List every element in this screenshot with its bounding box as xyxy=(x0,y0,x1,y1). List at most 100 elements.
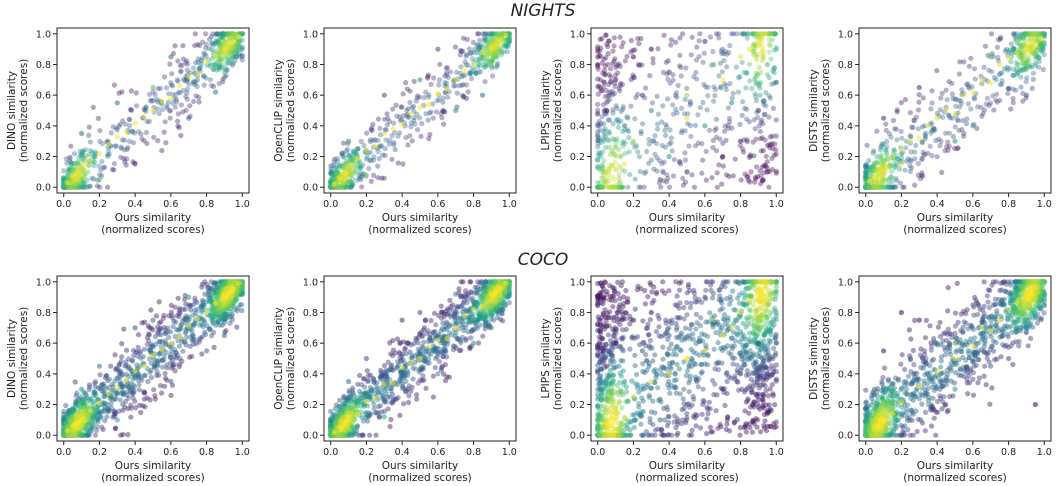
scatter-point xyxy=(468,311,474,317)
scatter-point xyxy=(506,38,512,44)
scatter-point xyxy=(71,431,77,437)
scatter-point xyxy=(124,156,130,162)
scatter-point xyxy=(929,127,935,134)
scatter-point xyxy=(349,411,356,417)
scatter-point xyxy=(74,416,80,422)
scatter-point xyxy=(601,158,607,164)
scatter-point xyxy=(865,184,872,190)
scatter-point xyxy=(355,423,361,429)
scatter-point xyxy=(91,419,98,425)
x-tick-label: 0.4 xyxy=(128,447,143,458)
scatter-point xyxy=(503,42,509,49)
scatter-point xyxy=(61,432,67,438)
scatter-point xyxy=(488,50,494,56)
scatter-point xyxy=(616,172,622,178)
scatter-point xyxy=(71,165,77,171)
scatter-point xyxy=(212,293,218,299)
scatter-point xyxy=(145,379,151,385)
scatter-point xyxy=(239,285,245,291)
scatter-point xyxy=(1019,56,1025,62)
y-tick-label: 0.8 xyxy=(838,60,853,71)
scatter-point xyxy=(229,31,235,37)
scatter-point xyxy=(158,332,164,338)
scatter-point xyxy=(219,305,226,311)
scatter-point xyxy=(70,430,76,436)
scatter-point xyxy=(491,53,497,59)
scatter-point xyxy=(640,121,646,127)
scatter-point xyxy=(61,432,67,438)
scatter-point xyxy=(98,382,104,388)
scatter-point xyxy=(863,184,869,190)
scatter-point xyxy=(337,164,343,170)
scatter-point xyxy=(430,373,436,379)
data-point xyxy=(236,34,242,40)
scatter-point xyxy=(1038,31,1044,37)
scatter-point xyxy=(143,105,149,111)
scatter-point xyxy=(617,184,623,190)
scatter-point xyxy=(213,59,220,65)
scatter-point xyxy=(490,31,496,37)
scatter-point xyxy=(612,83,618,90)
scatter-point xyxy=(67,432,73,438)
data-point xyxy=(186,115,192,121)
scatter-point xyxy=(61,432,67,438)
scatter-point xyxy=(337,429,343,435)
scatter-point xyxy=(70,166,76,172)
scatter-point xyxy=(1031,33,1037,39)
scatter-point xyxy=(595,107,601,113)
scatter-point xyxy=(999,70,1005,76)
scatter-point xyxy=(647,73,653,79)
scatter-point xyxy=(136,374,142,380)
scatter-point xyxy=(473,70,479,76)
scatter-point xyxy=(871,184,877,190)
scatter-point xyxy=(374,380,380,386)
scatter-point xyxy=(65,184,71,190)
scatter-point xyxy=(157,85,163,91)
scatter-point xyxy=(773,147,779,153)
scatter-point xyxy=(68,184,74,190)
scatter-point xyxy=(70,427,76,433)
scatter-point xyxy=(239,52,245,59)
scatter-point xyxy=(758,181,764,187)
x-tick-label: 0.0 xyxy=(858,199,873,210)
scatter-point xyxy=(344,432,350,438)
scatter-point xyxy=(622,168,628,174)
scatter-point xyxy=(663,132,669,138)
scatter-point xyxy=(604,41,610,47)
y-axis-label: (normalized scores) xyxy=(285,59,297,163)
scatter-point xyxy=(75,415,81,421)
scatter-point xyxy=(1022,31,1028,37)
scatter-point xyxy=(598,184,605,190)
scatter-point xyxy=(86,124,92,130)
scatter-point xyxy=(134,349,140,355)
scatter-point xyxy=(209,55,215,62)
scatter-point xyxy=(701,50,707,56)
scatter-point xyxy=(234,289,241,295)
scatter-point xyxy=(1036,45,1042,51)
scatter-point xyxy=(225,43,231,49)
scatter-point xyxy=(147,347,154,354)
scatter-point xyxy=(470,39,476,46)
scatter-point xyxy=(232,293,238,299)
scatter-point xyxy=(68,432,74,438)
scatter-point xyxy=(120,391,126,397)
scatter-point xyxy=(210,316,216,323)
scatter-point xyxy=(239,31,245,37)
scatter-point xyxy=(121,147,127,153)
scatter-point xyxy=(617,63,623,69)
scatter-point xyxy=(220,79,226,85)
scatter-point xyxy=(214,285,220,291)
scatter-point xyxy=(599,88,605,94)
scatter-point xyxy=(141,319,148,325)
scatter-point xyxy=(377,125,383,131)
scatter-point xyxy=(483,36,489,42)
scatter-point xyxy=(463,288,469,294)
scatter-point xyxy=(613,117,620,123)
scatter-point xyxy=(84,400,90,406)
scatter-point xyxy=(595,123,601,129)
scatter-point xyxy=(222,290,228,296)
scatter-point xyxy=(768,31,774,37)
scatter-point xyxy=(863,184,870,190)
scatter-point xyxy=(71,415,77,421)
scatter-point xyxy=(764,159,771,165)
